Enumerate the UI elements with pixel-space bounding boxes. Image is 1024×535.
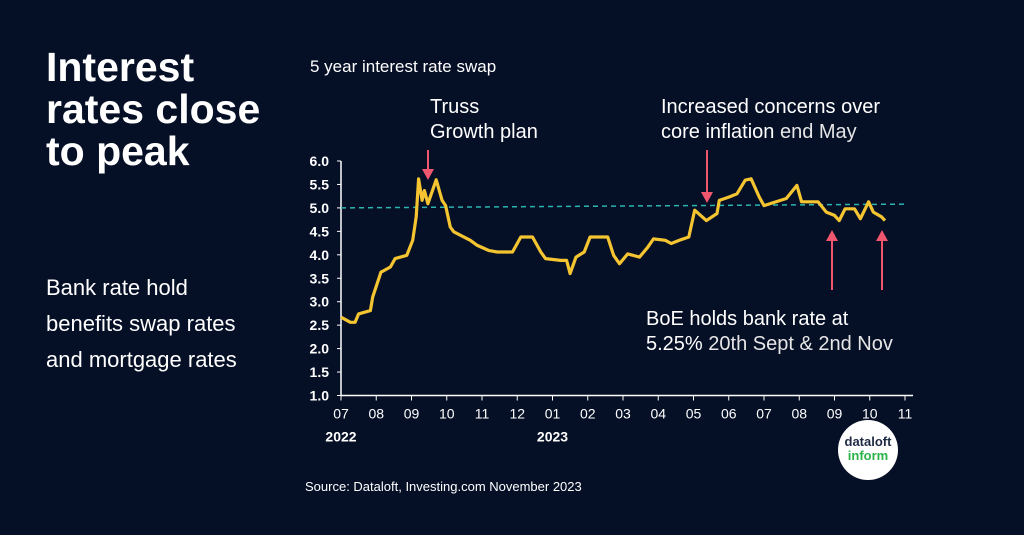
annotation-boe: BoE holds bank rate at 5.25% 20th Sept &… — [646, 307, 893, 357]
arrow-may-head — [701, 192, 713, 203]
annotation-boe-bold: 5.25% — [646, 333, 703, 355]
logo-line1: dataloft — [844, 434, 892, 449]
x-tick-label: 08 — [368, 406, 384, 422]
annotation-may-light: end May — [774, 121, 857, 143]
logo-line2: inform — [847, 448, 889, 463]
annotation-truss-line1: Truss — [430, 96, 480, 118]
annotation-may: Increased concerns over core inflation e… — [661, 95, 880, 145]
y-tick-label: 2.5 — [310, 317, 330, 333]
x-tick-label: 02 — [580, 406, 596, 422]
x-tick-label: 08 — [791, 406, 807, 422]
y-tick-label: 6.0 — [310, 153, 330, 169]
annotation-boe-line1: BoE holds bank rate at — [646, 308, 849, 330]
y-tick-label: 5.5 — [310, 176, 330, 192]
annotation-may-bold: core inflation — [661, 121, 775, 143]
dataloft-logo: dataloft inform — [838, 420, 898, 480]
x-tick-label: 11 — [898, 406, 913, 422]
annotation-truss: Truss Growth plan — [430, 95, 538, 145]
annotation-boe-light: 20th Sept & 2nd Nov — [702, 333, 893, 355]
y-tick-label: 3.5 — [310, 270, 330, 286]
x-tick-label: 09 — [827, 406, 843, 422]
headline: Interest rates close to peak — [46, 44, 261, 174]
x-tick-label: 09 — [404, 406, 420, 422]
x-tick-label: 04 — [650, 406, 666, 422]
y-tick-label: 1.0 — [310, 388, 330, 404]
y-tick-label: 1.5 — [310, 364, 330, 380]
x-tick-label: 01 — [545, 406, 561, 422]
y-tick-label: 3.0 — [310, 294, 330, 310]
x-tick-label: 06 — [721, 406, 737, 422]
swap-rate-line — [340, 177, 887, 324]
x-tick-label: 10 — [862, 406, 878, 422]
x-tick-label: 10 — [439, 406, 455, 422]
reference-line — [340, 203, 906, 209]
y-tick-label: 2.0 — [310, 341, 330, 357]
y-tick-label: 4.5 — [310, 223, 330, 239]
subheadline: Bank rate hold benefits swap rates and m… — [46, 275, 237, 372]
x-tick-label: 05 — [686, 406, 702, 422]
arrow-nov-head — [876, 230, 888, 241]
x-tick-label: 07 — [333, 406, 349, 422]
x-tick-label: 07 — [756, 406, 772, 422]
y-tick-label: 4.0 — [310, 247, 330, 263]
x-tick-label: 11 — [475, 406, 490, 422]
annotation-may-line1: Increased concerns over — [661, 96, 881, 118]
x-year-label: 2023 — [537, 429, 568, 445]
x-tick-label: 03 — [615, 406, 631, 422]
y-tick-label: 5.0 — [310, 200, 330, 216]
chart-title: 5 year interest rate swap — [310, 57, 497, 76]
x-year-label: 2022 — [325, 429, 356, 445]
annotation-truss-line2: Growth plan — [430, 121, 538, 143]
x-tick-label: 12 — [509, 406, 525, 422]
source-note: Source: Dataloft, Investing.com November… — [305, 479, 582, 494]
arrow-sept-head — [826, 230, 838, 241]
arrow-truss-head — [422, 169, 434, 180]
